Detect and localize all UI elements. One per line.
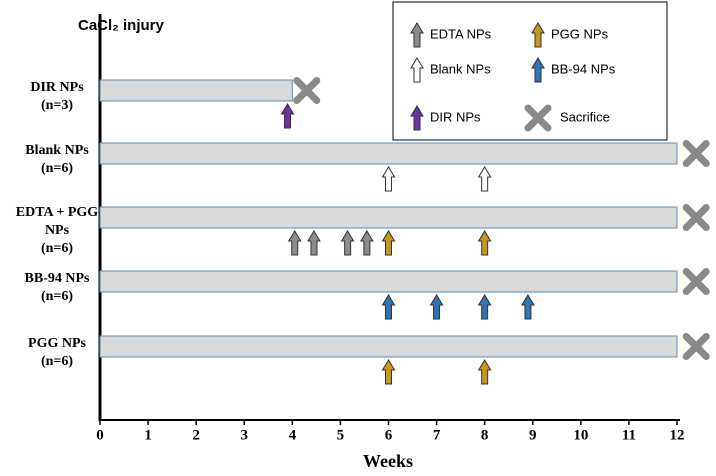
x-tick-label: 1 <box>144 427 152 443</box>
dose-arrow <box>381 294 396 320</box>
legend-label: EDTA NPs <box>430 26 492 41</box>
sacrifice-mark <box>682 204 710 231</box>
timeline-bar <box>99 206 678 229</box>
legend-arrow <box>410 105 424 131</box>
row-label: PGG NPs <box>28 336 86 351</box>
x-tick-label: 9 <box>529 427 537 443</box>
legend-arrow <box>531 22 545 48</box>
sacrifice-mark <box>293 77 321 104</box>
row-label: (n=6) <box>41 161 73 176</box>
dose-arrow <box>340 230 355 256</box>
x-tick-label: 7 <box>433 427 441 443</box>
dose-arrow <box>307 230 321 256</box>
dose-arrow <box>381 166 396 192</box>
timeline-bar <box>99 335 678 358</box>
title: CaCl₂ injury <box>78 17 165 34</box>
legend-cross <box>524 104 552 132</box>
x-tick-label: 5 <box>337 427 345 443</box>
row-label: NPs <box>45 223 70 238</box>
timeline-bar <box>99 79 293 102</box>
dose-arrow <box>381 359 396 385</box>
legend-label: PGG NPs <box>551 26 609 41</box>
sacrifice-mark <box>682 140 710 167</box>
legend-arrow <box>410 22 424 48</box>
x-tick-label: 2 <box>192 427 200 443</box>
row-label: Blank NPs <box>25 143 89 158</box>
row-label: BB-94 NPs <box>25 271 91 286</box>
dose-arrow <box>429 294 444 320</box>
x-tick-label: 8 <box>481 427 489 443</box>
row-label: DIR NPs <box>30 80 84 95</box>
dose-arrow <box>381 230 396 256</box>
legend-arrow <box>531 57 545 83</box>
legend-label: Blank NPs <box>430 61 491 76</box>
dose-arrow <box>477 294 492 320</box>
dose-arrow <box>359 230 374 256</box>
x-tick-label: 12 <box>670 427 685 443</box>
row-label: (n=6) <box>41 289 73 304</box>
timeline-bar <box>99 142 678 165</box>
x-tick-label: 4 <box>289 427 297 443</box>
legend-box <box>392 1 668 141</box>
timeline-bar <box>99 270 678 293</box>
legend-label: DIR NPs <box>430 109 481 124</box>
dose-arrow <box>287 230 302 256</box>
sacrifice-mark <box>682 333 710 360</box>
dose-arrow <box>477 230 492 256</box>
sacrifice-mark <box>682 268 710 295</box>
legend-label: Sacrifice <box>560 109 610 124</box>
dose-arrow <box>521 294 535 320</box>
row-label: (n=6) <box>41 354 73 369</box>
x-tick-label: 3 <box>241 427 249 443</box>
dose-arrow <box>477 166 492 192</box>
legend-label: BB-94 NPs <box>551 61 616 76</box>
x-axis-label: Weeks <box>363 451 413 471</box>
x-tick-label: 11 <box>622 427 636 443</box>
dose-arrow <box>280 103 295 129</box>
legend-arrow <box>410 57 424 83</box>
row-label: (n=3) <box>41 98 73 113</box>
row-label: EDTA + PGG <box>16 205 99 220</box>
x-tick-label: 0 <box>96 427 104 443</box>
x-tick-label: 10 <box>573 427 588 443</box>
row-label: (n=6) <box>41 241 73 256</box>
dose-arrow <box>477 359 492 385</box>
x-tick-label: 6 <box>385 427 393 443</box>
